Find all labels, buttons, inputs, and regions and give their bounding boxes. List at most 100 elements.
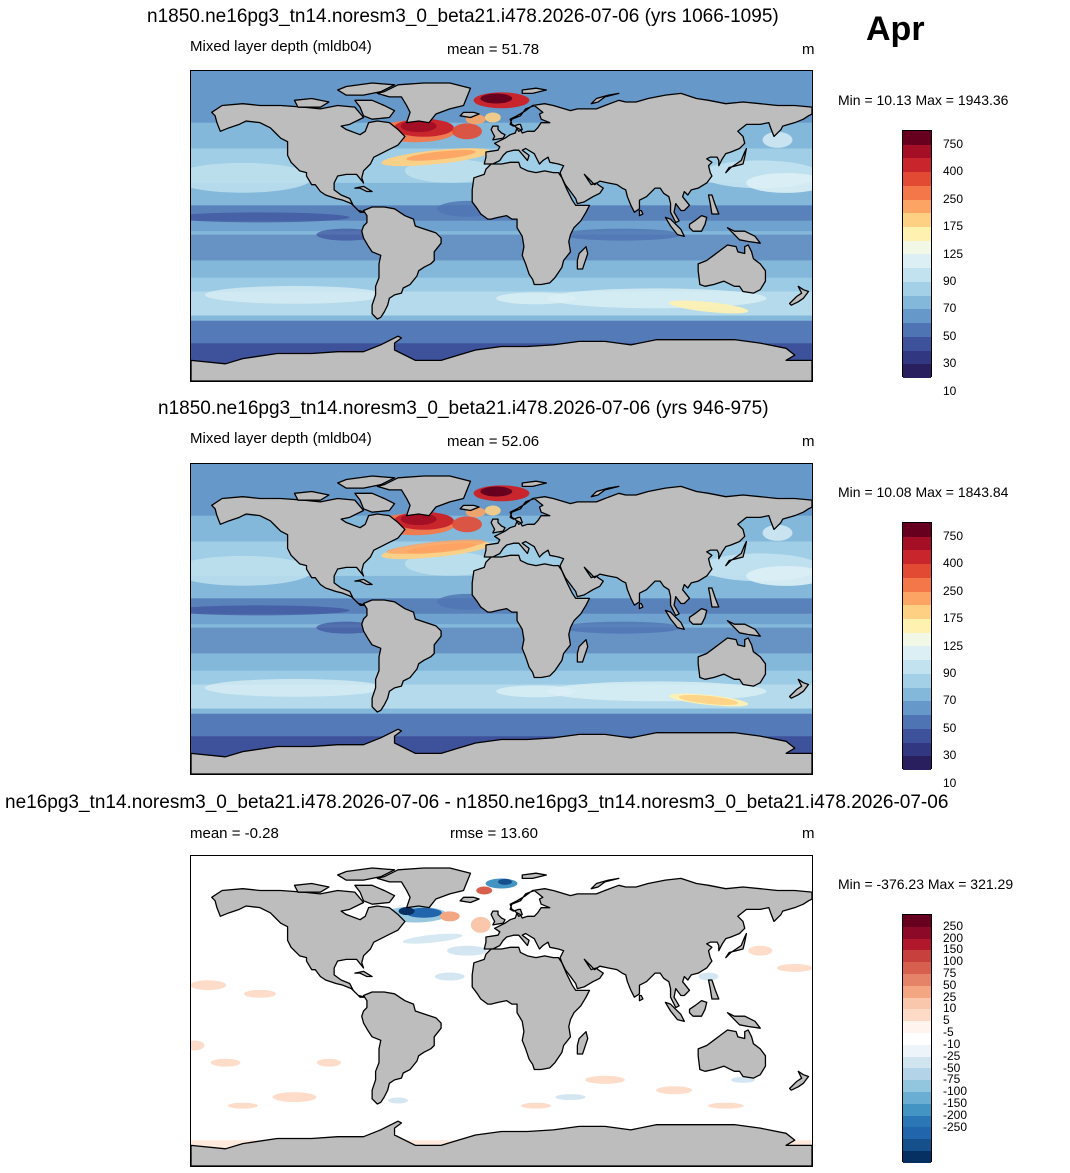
landmass-philippines	[707, 194, 720, 215]
landmass-japan	[725, 932, 748, 959]
colorbar-tick-label: 750	[943, 136, 964, 151]
land-masses	[191, 867, 812, 1166]
colorbar-tick-label: -150	[943, 1095, 968, 1110]
panel-1-title: n1850.ne16pg3_tn14.noresm3_0_beta21.i478…	[147, 6, 779, 27]
landmass-antarctica	[191, 335, 812, 381]
landmass-namerica	[211, 496, 406, 606]
landmass-svalbard	[521, 872, 548, 880]
world-map-svg	[191, 856, 812, 1166]
landmass-eurasia	[483, 877, 812, 1009]
colorbar-segment	[903, 185, 931, 200]
landmass-baffin	[354, 492, 396, 513]
colorbar-segment	[903, 950, 931, 963]
landmass-australia	[697, 1029, 767, 1079]
landmass-borneo	[688, 215, 708, 232]
landmass-madagascar	[576, 639, 589, 663]
colorbar-segment	[903, 756, 931, 770]
colorbar-segment	[903, 1044, 931, 1057]
landmass-madagascar	[576, 246, 589, 270]
landmass-philippines	[707, 587, 720, 608]
colorbar-segment	[903, 1127, 931, 1140]
landmass-cuba	[354, 185, 373, 193]
colorbar-tick-label: 50	[943, 720, 957, 735]
colorbar-segment	[903, 281, 931, 296]
landmass-srilanka	[638, 994, 644, 1002]
landmass-iceland	[459, 111, 480, 119]
panel-2-mean: mean = 52.06	[447, 433, 540, 450]
colorbar-segment	[903, 660, 931, 674]
landmass-uk	[490, 518, 506, 534]
landmass-cuba	[354, 970, 373, 978]
colorbar-segment	[903, 926, 931, 939]
landmass-novaya	[590, 485, 620, 498]
colorbar-segment	[903, 1139, 931, 1151]
colorbar-tick-label: 175	[943, 611, 964, 626]
colorbar-segment	[903, 1032, 931, 1045]
colorbar-tick-label: 250	[943, 918, 964, 933]
colorbar-segment	[903, 1009, 931, 1022]
landmass-greenland	[376, 475, 472, 517]
colorbar-segment	[903, 701, 931, 716]
landmass-nz	[788, 285, 810, 306]
colorbar-tick-label: 200	[943, 930, 964, 945]
colorbar-segment	[903, 1056, 931, 1069]
landmass-nz	[788, 678, 810, 699]
colorbar-tick-label: -250	[943, 1119, 968, 1134]
panel-3-mean: mean = -0.28	[190, 825, 279, 842]
landmass-iceland	[459, 896, 480, 904]
panel-3-rmse: rmse = 13.60	[450, 825, 538, 842]
colorbar-tick-label: 10	[943, 775, 957, 790]
colorbar-segment	[903, 336, 931, 351]
panel-3-map	[190, 855, 813, 1167]
colorbar-segment	[903, 564, 931, 578]
landmass-sumatra	[664, 1001, 685, 1022]
colorbar-segment	[903, 646, 931, 661]
landmass-cuba	[354, 578, 373, 586]
landmass-japan	[725, 540, 748, 567]
panel-3-minmax: Min = -376.23 Max = 321.29	[838, 876, 1014, 892]
colorbar-segment	[903, 962, 931, 974]
panel-2-minmax: Min = 10.08 Max = 1843.84	[838, 484, 1009, 500]
colorbar-segment	[903, 687, 931, 702]
colorbar-segment	[903, 938, 931, 951]
colorbar-segment	[903, 1091, 931, 1104]
month-label: Apr	[866, 10, 925, 48]
landmass-japan	[725, 147, 748, 174]
colorbar-segment	[903, 523, 931, 537]
colorbar-segment	[903, 144, 931, 159]
panel-1-minmax: Min = 10.13 Max = 1943.36	[838, 92, 1009, 108]
land-masses	[191, 82, 812, 381]
colorbar-tick-label: 30	[943, 748, 957, 763]
colorbar-tick-label: 125	[943, 638, 964, 653]
landmass-antarctica	[191, 1120, 812, 1166]
world-map-svg	[191, 464, 812, 774]
colorbar-segment	[903, 309, 931, 324]
landmass-philippines	[707, 979, 720, 1000]
colorbar-segment	[903, 199, 931, 214]
land-masses	[191, 475, 812, 774]
landmass-novaya	[590, 877, 620, 890]
colorbar-tick-label: 175	[943, 219, 964, 234]
colorbar-tick-label: 250	[943, 583, 964, 598]
panel-3-units: m	[802, 825, 815, 842]
colorbar-tick-label: 400	[943, 556, 964, 571]
colorbar-segment	[903, 172, 931, 186]
colorbar-tick-label: 50	[943, 328, 957, 343]
landmass-sumatra	[664, 609, 685, 630]
colorbar-segment	[903, 915, 931, 927]
panel-2-colorbar	[902, 522, 932, 770]
colorbar-segment	[903, 536, 931, 551]
landmass-madagascar	[576, 1031, 589, 1055]
colorbar-segment	[903, 1021, 931, 1033]
colorbar-tick-label: -25	[943, 1048, 961, 1063]
landmass-srilanka	[638, 602, 644, 610]
landmass-iceland	[459, 504, 480, 512]
landmass-africa	[471, 946, 591, 1071]
landmass-nz	[788, 1070, 810, 1091]
landmass-newguinea	[726, 227, 761, 244]
colorbar-tick-label: -5	[943, 1025, 954, 1040]
landmass-baffin	[354, 884, 396, 905]
colorbar-segment	[903, 268, 931, 282]
colorbar-segment	[903, 997, 931, 1010]
landmass-uk	[490, 125, 506, 141]
